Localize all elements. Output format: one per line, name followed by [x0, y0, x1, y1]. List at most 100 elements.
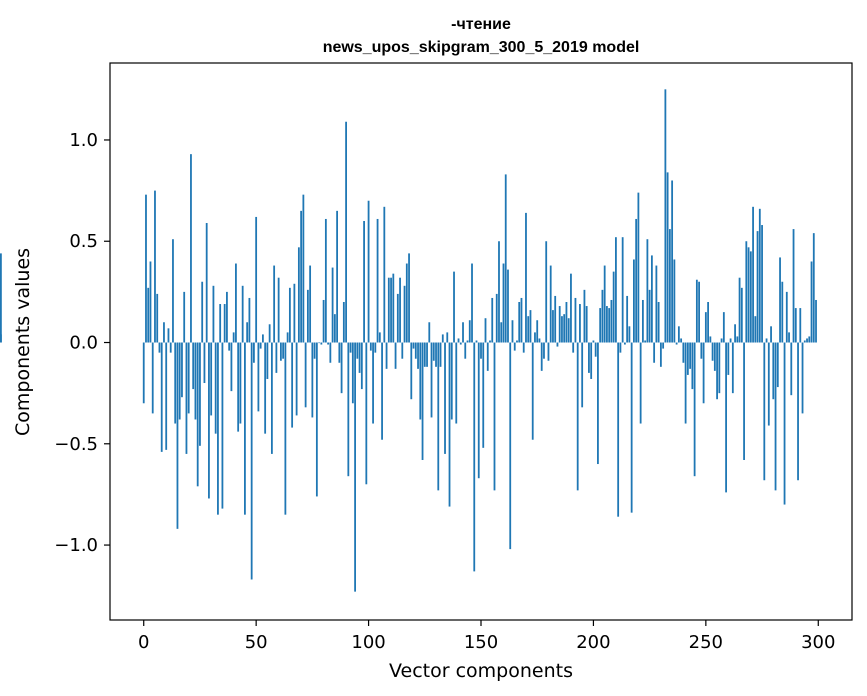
bar-223 — [644, 340, 647, 343]
bar-51 — [257, 342, 260, 412]
bar-44 — [241, 285, 244, 343]
bar-298 — [812, 233, 815, 343]
bar-218 — [633, 259, 635, 343]
x-tick-label: 200 — [576, 632, 610, 653]
bar-66 — [291, 342, 294, 428]
bar-114 — [399, 277, 401, 343]
bar-287 — [788, 332, 790, 343]
bar-83 — [329, 342, 332, 363]
bar-68 — [295, 342, 298, 416]
bar-157 — [495, 293, 498, 343]
y-tick-label: −1.0 — [54, 535, 98, 556]
bar-224 — [646, 239, 649, 343]
bar-169 — [522, 342, 525, 353]
bar-213 — [621, 237, 624, 343]
bar-27 — [203, 342, 206, 384]
bar-86 — [336, 210, 338, 343]
bar-113 — [396, 293, 399, 343]
bar-139 — [455, 342, 458, 424]
bar-79 — [320, 342, 323, 345]
chart-title-line1: -чтение — [451, 16, 511, 33]
x-axis-ticks: 0 50 100 150 200 250 300 — [138, 620, 835, 653]
bar-65 — [288, 287, 291, 343]
bar-295 — [806, 338, 808, 343]
bar-164 — [511, 320, 514, 343]
bar-107 — [383, 206, 386, 343]
bar-181 — [549, 265, 552, 343]
bar-127 — [428, 322, 431, 343]
bar-104 — [376, 218, 379, 343]
bar-250 — [704, 312, 707, 343]
bar-154 — [489, 340, 491, 343]
bar-222 — [641, 299, 644, 343]
bar-204 — [601, 289, 604, 343]
bar-212 — [619, 342, 622, 353]
bar-197 — [585, 306, 588, 343]
bar-21 — [190, 154, 192, 343]
bar-67 — [293, 283, 296, 343]
bar-116 — [403, 285, 406, 343]
bar-192 — [574, 297, 577, 343]
bar-176 — [538, 338, 541, 343]
bar-291 — [797, 342, 799, 481]
bar-202 — [597, 342, 599, 465]
bar-261 — [729, 338, 732, 343]
bar-137 — [450, 342, 453, 420]
bar-229 — [657, 302, 660, 343]
bar-230 — [659, 342, 662, 367]
bar-266 — [740, 287, 743, 343]
bar-115 — [401, 342, 404, 359]
bar-187 — [563, 314, 566, 343]
bar-70 — [300, 210, 303, 343]
bar-71 — [302, 194, 305, 343]
bar-82 — [327, 342, 329, 345]
bar-207 — [608, 308, 611, 343]
bar-77 — [315, 342, 318, 497]
bar-118 — [408, 253, 410, 343]
bar-128 — [430, 342, 433, 418]
bar-54 — [264, 342, 267, 434]
bar-96 — [358, 342, 361, 373]
bar-190 — [570, 273, 572, 343]
bar-41 — [235, 263, 237, 343]
bar-37 — [226, 291, 228, 343]
bar-143 — [464, 342, 467, 359]
bar-45 — [244, 342, 246, 515]
bar-216 — [628, 326, 631, 343]
bar-144 — [466, 340, 469, 343]
bar-215 — [626, 295, 629, 343]
bar-249 — [702, 342, 705, 404]
bar-205 — [603, 265, 606, 343]
bar-171 — [527, 316, 530, 343]
bar-122 — [417, 342, 419, 369]
bar-105 — [378, 332, 381, 343]
bar-98 — [363, 220, 365, 343]
bar-201 — [594, 342, 597, 357]
bar-242 — [686, 342, 689, 375]
bar-267 — [743, 342, 745, 460]
bar-58 — [273, 265, 276, 343]
bar-254 — [713, 342, 716, 371]
bar-11 — [167, 328, 170, 343]
bar-125 — [423, 342, 426, 367]
bar-167 — [518, 302, 521, 343]
bar-63 — [284, 342, 287, 515]
bar-78 — [318, 342, 321, 344]
bar-189 — [567, 318, 570, 343]
bar-140 — [457, 338, 460, 343]
bar-280 — [772, 342, 775, 400]
bar-262 — [731, 342, 734, 394]
bar-12 — [169, 342, 172, 353]
bar-182 — [552, 310, 554, 343]
y-tick-label: 1.0 — [69, 130, 98, 151]
bar-123 — [419, 342, 422, 420]
bar-283 — [779, 257, 781, 343]
bar-97 — [360, 342, 363, 390]
bar-236 — [673, 259, 676, 343]
bar-166 — [516, 340, 518, 343]
bar-1 — [145, 194, 147, 343]
bar-186 — [561, 316, 563, 343]
bar-282 — [776, 342, 779, 388]
bar-75 — [311, 342, 314, 418]
